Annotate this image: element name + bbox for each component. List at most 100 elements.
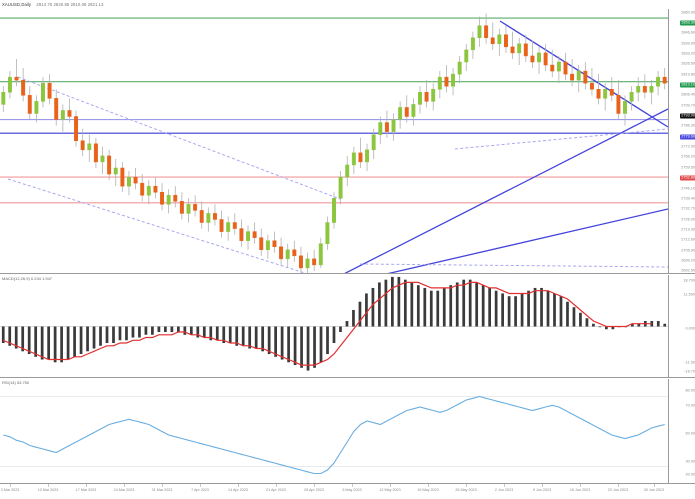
candlestick (424, 80, 429, 108)
chart-header: XAUUSD,Daily 2814.75 2825.85 2810.08 282… (0, 0, 695, 9)
macd-histogram-bar (280, 326, 284, 360)
price-plot-area[interactable] (0, 9, 668, 273)
date-tick-mark (654, 484, 655, 487)
candlestick (603, 83, 608, 111)
macd-histogram-bar (196, 326, 200, 338)
candlestick (451, 68, 456, 96)
price-panel[interactable]: 2860.00 2853.30 2846.60 2839.90 2833.20 2826.… (0, 9, 695, 274)
macd-histogram-bar (598, 326, 602, 328)
macd-histogram-bar (1, 326, 5, 344)
candlestick (623, 95, 627, 126)
macd-histogram-bar (488, 287, 492, 327)
macd-histogram-bar (21, 326, 25, 352)
macd-histogram-bar (112, 326, 115, 344)
candlestick (60, 104, 65, 132)
macd-histogram-bar (209, 326, 213, 341)
macd-histogram-bar (215, 326, 219, 341)
macd-histogram-bar (131, 326, 135, 338)
candlestick (54, 89, 59, 126)
macd-histogram-bar (663, 323, 667, 327)
price-axis-tick: 2752.80 (680, 175, 695, 181)
macd-axis-tick: 11.500 (683, 292, 695, 297)
rsi-axis[interactable]: 80.00 70.00 50.00 30.00 20.00 (668, 379, 695, 483)
candlestick (517, 37, 522, 66)
macd-histogram-bar (118, 326, 122, 341)
candlestick (325, 216, 330, 250)
trendline-descending-dashed-lower[interactable] (7, 178, 330, 273)
candlestick (212, 204, 217, 226)
trendline-descending-dashed-upper[interactable] (17, 76, 341, 200)
ohlc-values: 2814.75 2825.85 2810.08 2821.13 (36, 2, 104, 7)
date-axis-label: 7 Apr 2023 (191, 488, 209, 492)
trendline-ascending-solid-bottom[interactable] (330, 108, 668, 273)
date-axis-label: 26 May 2023 (455, 488, 477, 492)
price-axis-tick: 2819.80 (681, 72, 695, 77)
macd-histogram-bar (520, 293, 524, 327)
date-axis[interactable]: 3 Mar 2023 10 Mar 2023 17 Mar 2023 24 Mar 2… (0, 484, 695, 499)
rsi-axis-tick: 70.00 (685, 403, 695, 408)
macd-histogram-bar (40, 326, 44, 360)
candlestick (391, 113, 396, 141)
candlestick (74, 110, 79, 147)
price-axis[interactable]: 2860.00 2853.30 2846.60 2839.90 2833.20 2826.… (668, 9, 695, 273)
macd-label: MACD(12,26,9) 0.234 1.947 (2, 276, 53, 281)
macd-histogram-bar (416, 285, 420, 327)
candlestick (351, 146, 356, 175)
macd-histogram-bar (630, 323, 634, 327)
rsi-label: RSI(14) 53.750 (2, 380, 30, 385)
price-axis-tick: 2833.20 (681, 51, 695, 56)
macd-chart-svg (0, 276, 668, 371)
macd-histogram-bar (365, 293, 368, 327)
trendline-dashed-return-line[interactable] (359, 263, 668, 268)
macd-axis-tick: 0.000 (685, 326, 695, 331)
macd-histogram-bar (157, 326, 161, 333)
macd-histogram-bar (436, 290, 440, 327)
date-axis-label: 30 Jun 2023 (643, 488, 665, 492)
candlestick (437, 71, 442, 99)
macd-histogram-bar (228, 326, 232, 344)
candlestick (285, 243, 290, 268)
price-axis-tick: 2705.90 (681, 248, 695, 253)
macd-histogram-bar (261, 326, 265, 352)
candlestick (457, 55, 462, 84)
macd-axis-tick: -18.70 (684, 369, 695, 374)
macd-histogram-bar (34, 326, 38, 357)
macd-histogram-bar (241, 326, 245, 346)
macd-signal-line (2, 281, 652, 366)
macd-histogram-bar (8, 326, 12, 346)
rsi-line (3, 395, 665, 475)
macd-histogram-bar (47, 326, 51, 360)
rsi-plot-area[interactable] (0, 379, 668, 483)
macd-histogram-bar (151, 326, 154, 335)
candlestick (656, 71, 661, 96)
date-axis-label: 16 Jun 2023 (569, 488, 591, 492)
date-tick-mark (580, 484, 581, 487)
price-axis-tick: 2860.00 (681, 10, 695, 15)
macd-histogram-bar (494, 290, 498, 327)
trendline-ascending-solid-lower[interactable] (330, 208, 668, 273)
macd-axis[interactable]: 18.700 11.500 0.000 -11.50 -18.70 (668, 275, 695, 377)
macd-histogram-bar (546, 290, 550, 327)
macd-panel[interactable]: MACD(12,26,9) 0.234 1.947 18.700 11.500 0.… (0, 275, 695, 378)
macd-histogram-bar (352, 309, 355, 327)
price-chart-svg (0, 13, 668, 273)
date-axis-label: 12 May 2023 (379, 488, 401, 492)
rsi-panel[interactable]: RSI(14) 53.750 80.00 70.00 50.00 30.00 20.00 (0, 379, 695, 484)
date-axis-label: 21 Apr 2023 (266, 488, 286, 492)
macd-plot-area[interactable] (0, 275, 668, 377)
trendline-dashed-fan-line[interactable] (454, 128, 668, 150)
candlestick (206, 207, 211, 232)
candlestick (292, 240, 297, 262)
macd-histogram-bar (254, 326, 258, 349)
date-tick-mark (504, 484, 505, 487)
macd-histogram-bar (313, 326, 316, 368)
macd-histogram-bar (429, 290, 433, 327)
candlestick (636, 77, 641, 102)
date-axis-label: 10 Mar 2023 (37, 488, 59, 492)
macd-histogram-bar (527, 290, 530, 327)
macd-histogram-bar (170, 326, 174, 333)
candlestick (272, 231, 277, 253)
price-axis-tick: 2799.70 (681, 103, 695, 108)
candlestick (609, 77, 614, 102)
